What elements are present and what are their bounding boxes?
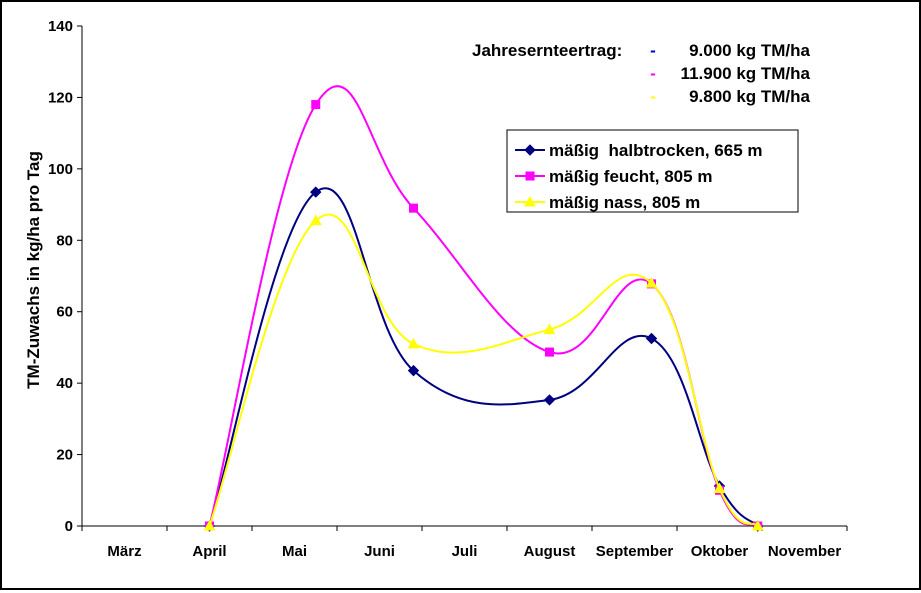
legend-marker bbox=[524, 144, 536, 156]
y-tick-label: 0 bbox=[65, 518, 73, 535]
data-point bbox=[751, 519, 764, 531]
tick-labels: 0 20 40 60 80 100 120 140 März April Mai Juni Juli Au… bbox=[48, 18, 841, 560]
y-tick-label: 40 bbox=[56, 375, 73, 392]
annotation-value: 9.800 kg TM/ha bbox=[689, 87, 810, 106]
y-tick-label: 100 bbox=[48, 161, 73, 178]
data-point bbox=[310, 186, 322, 198]
x-tick-label: August bbox=[524, 543, 576, 560]
y-axis-label: TM-Zuwachs in kg/ha pro Tag bbox=[24, 151, 43, 389]
legend-item: mäßig halbtrocken, 665 m bbox=[515, 141, 763, 160]
x-tick-label: März bbox=[107, 543, 141, 560]
data-point bbox=[543, 323, 556, 335]
legend-item: mäßig feucht, 805 m bbox=[515, 167, 712, 186]
x-tick-label: September bbox=[596, 543, 674, 560]
x-tick-label: Oktober bbox=[691, 543, 749, 560]
data-point bbox=[309, 214, 322, 226]
y-tick-label: 80 bbox=[56, 232, 73, 249]
y-tick-label: 140 bbox=[48, 18, 73, 35]
data-point bbox=[645, 332, 658, 345]
data-point bbox=[713, 482, 726, 493]
legend-label: mäßig feucht, 805 m bbox=[549, 167, 712, 186]
data-point bbox=[311, 100, 321, 110]
data-point bbox=[409, 203, 418, 213]
annotation-value: 11.900 kg TM/ha bbox=[681, 64, 811, 83]
data-point bbox=[407, 337, 420, 349]
series-line bbox=[208, 187, 759, 527]
series-1 bbox=[203, 186, 764, 532]
data-point bbox=[203, 519, 216, 531]
legend-marker bbox=[524, 195, 536, 207]
y-tick-label: 60 bbox=[56, 304, 73, 321]
legend-marker bbox=[525, 171, 535, 181]
data-point bbox=[545, 347, 554, 357]
x-tick-label: Mai bbox=[282, 543, 307, 560]
annotation-dash: - bbox=[650, 41, 656, 60]
annotation-value: 9.000 kg TM/ha bbox=[689, 41, 810, 60]
data-point bbox=[543, 394, 556, 406]
y-tick-label: 20 bbox=[56, 447, 73, 464]
annotation-dash: - bbox=[650, 64, 656, 83]
series-line bbox=[208, 213, 759, 527]
x-tick-label: Juli bbox=[452, 543, 478, 560]
x-tick-label: November bbox=[768, 543, 842, 560]
y-tick-label: 120 bbox=[48, 89, 73, 106]
legend-label: mäßig halbtrocken, 665 m bbox=[549, 141, 763, 160]
legend: mäßig halbtrocken, 665 m mäßig feucht, 80… bbox=[506, 129, 799, 213]
annotation-dash: - bbox=[650, 87, 656, 106]
x-tick-label: April bbox=[192, 543, 226, 560]
legend-item: mäßig nass, 805 m bbox=[515, 193, 700, 212]
data-point bbox=[645, 277, 658, 288]
data-point bbox=[407, 364, 420, 377]
legend-label: mäßig nass, 805 m bbox=[549, 193, 700, 212]
annotation-heading: Jahresernteertrag: bbox=[472, 41, 622, 60]
yield-annotation: Jahresernteertrag: - 9.000 kg TM/ha - 11.90… bbox=[472, 41, 811, 106]
series-layer bbox=[203, 85, 764, 532]
series-3 bbox=[203, 213, 764, 531]
legend-box bbox=[506, 129, 799, 213]
x-tick-label: Juni bbox=[364, 543, 395, 560]
